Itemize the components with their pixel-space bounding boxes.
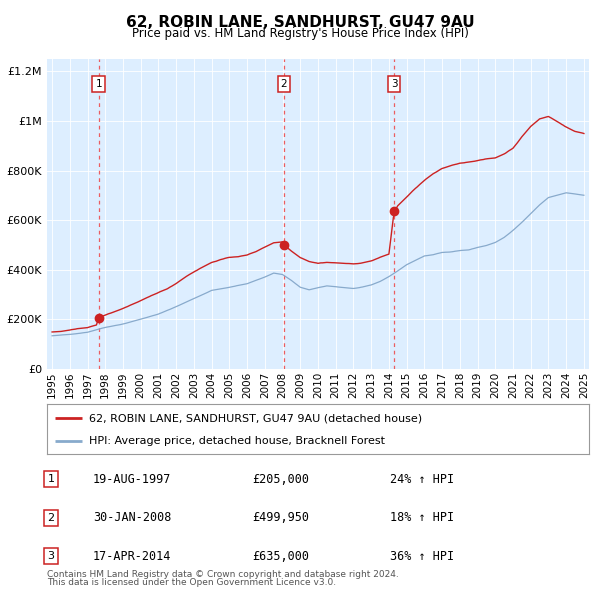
Text: 17-APR-2014: 17-APR-2014: [93, 549, 172, 563]
Text: £499,950: £499,950: [252, 511, 309, 525]
Text: 62, ROBIN LANE, SANDHURST, GU47 9AU: 62, ROBIN LANE, SANDHURST, GU47 9AU: [125, 15, 475, 30]
Text: 3: 3: [391, 79, 397, 88]
Text: Contains HM Land Registry data © Crown copyright and database right 2024.: Contains HM Land Registry data © Crown c…: [47, 571, 398, 579]
Text: HPI: Average price, detached house, Bracknell Forest: HPI: Average price, detached house, Brac…: [89, 436, 385, 446]
Text: 24% ↑ HPI: 24% ↑ HPI: [390, 473, 454, 486]
Text: 19-AUG-1997: 19-AUG-1997: [93, 473, 172, 486]
Text: 1: 1: [47, 474, 55, 484]
Text: This data is licensed under the Open Government Licence v3.0.: This data is licensed under the Open Gov…: [47, 578, 336, 587]
Text: 3: 3: [47, 551, 55, 561]
Text: 2: 2: [47, 513, 55, 523]
Text: 30-JAN-2008: 30-JAN-2008: [93, 511, 172, 525]
Text: Price paid vs. HM Land Registry's House Price Index (HPI): Price paid vs. HM Land Registry's House …: [131, 27, 469, 40]
Text: 1: 1: [95, 79, 102, 88]
Text: £635,000: £635,000: [252, 549, 309, 563]
Text: 62, ROBIN LANE, SANDHURST, GU47 9AU (detached house): 62, ROBIN LANE, SANDHURST, GU47 9AU (det…: [89, 413, 422, 423]
Text: 36% ↑ HPI: 36% ↑ HPI: [390, 549, 454, 563]
Text: 2: 2: [281, 79, 287, 88]
Text: 18% ↑ HPI: 18% ↑ HPI: [390, 511, 454, 525]
Text: £205,000: £205,000: [252, 473, 309, 486]
